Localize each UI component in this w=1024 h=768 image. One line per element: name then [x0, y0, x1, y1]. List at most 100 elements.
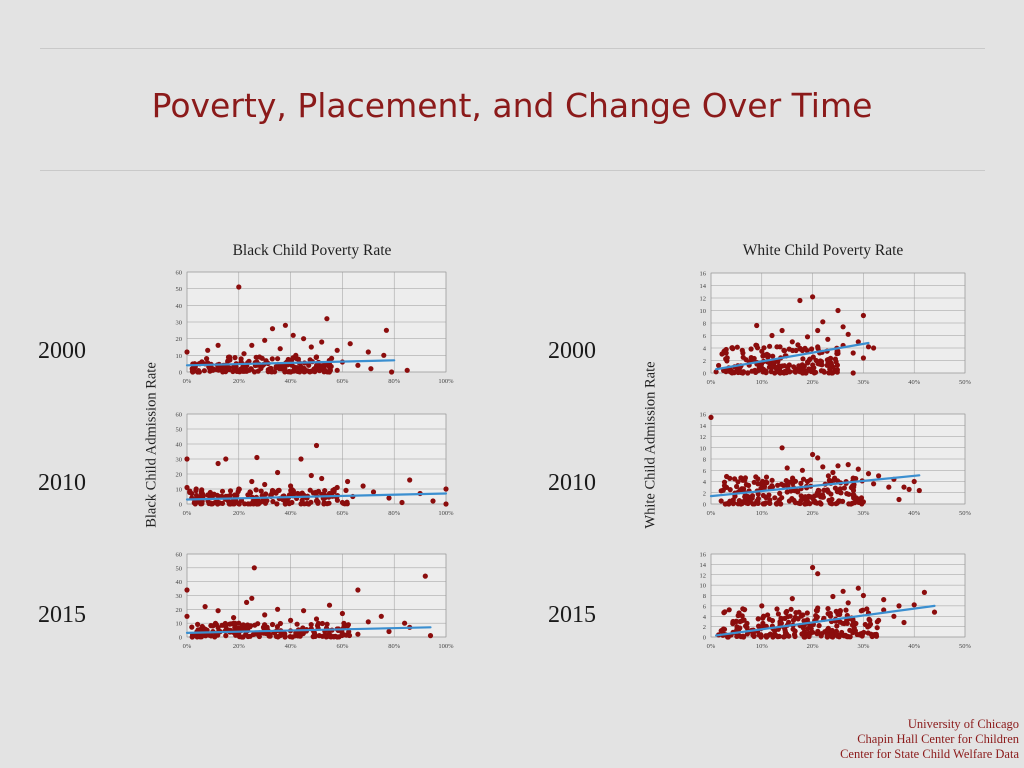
data-point	[247, 489, 253, 495]
x-tick-label: 20%	[233, 378, 246, 385]
data-point	[815, 571, 821, 577]
data-point	[399, 499, 405, 506]
scatter-black-2015: 0 10 20 30 40 50 60 0% 20% 40% 60% 80% 100%	[176, 552, 455, 651]
y-tick-label: 0	[703, 635, 706, 642]
data-point	[443, 501, 449, 507]
data-point	[274, 501, 280, 507]
data-point	[791, 631, 798, 638]
data-point	[767, 500, 773, 506]
data-point	[777, 490, 783, 496]
data-point	[837, 490, 844, 496]
data-point	[845, 331, 851, 337]
data-point	[258, 488, 264, 494]
data-point	[860, 355, 866, 361]
data-point	[835, 307, 841, 314]
scatter-black-2010: 0 10 20 30 40 50 60 0% 20% 40% 60% 80% 100%	[176, 412, 455, 518]
data-point	[804, 610, 810, 616]
data-point	[758, 363, 764, 369]
x-tick-label: 80%	[388, 378, 401, 385]
data-point	[896, 496, 902, 503]
data-point	[288, 483, 294, 489]
x-tick-label: 0%	[707, 643, 716, 650]
data-point	[720, 487, 726, 493]
data-point	[389, 369, 395, 375]
data-point	[840, 498, 846, 504]
data-point	[368, 366, 374, 372]
data-point	[253, 487, 259, 493]
data-point	[365, 619, 371, 625]
data-point	[334, 634, 340, 640]
x-tick-label: 20%	[807, 379, 820, 386]
data-point	[789, 339, 795, 345]
data-point	[798, 493, 804, 499]
data-point	[732, 476, 738, 482]
data-point	[840, 588, 846, 594]
data-point	[236, 620, 242, 626]
data-point	[215, 608, 221, 614]
data-point	[249, 478, 255, 485]
y-tick-label: 20	[176, 336, 183, 343]
credits: University of Chicago Chapin Hall Center…	[840, 717, 1019, 762]
data-point	[288, 369, 294, 375]
x-tick-label: 0%	[707, 379, 716, 386]
data-point	[330, 487, 336, 493]
y-tick-label: 60	[176, 270, 183, 277]
data-point	[761, 613, 767, 619]
data-point	[850, 350, 856, 356]
data-point	[282, 501, 288, 507]
data-point	[846, 491, 852, 497]
data-point	[832, 356, 838, 362]
y-tick-label: 2	[703, 490, 706, 497]
data-point	[443, 486, 449, 492]
data-point	[891, 613, 897, 619]
data-point	[814, 614, 820, 620]
data-point	[886, 484, 892, 490]
data-point	[792, 500, 798, 506]
y-tick-label: 6	[703, 468, 707, 475]
data-point	[721, 610, 727, 616]
data-point	[830, 469, 836, 476]
data-point	[786, 619, 792, 625]
data-point	[787, 613, 793, 619]
data-point	[865, 344, 872, 350]
data-point	[300, 630, 306, 637]
data-point	[774, 501, 780, 507]
data-point	[729, 370, 735, 376]
data-point	[313, 354, 320, 360]
data-point	[184, 456, 190, 462]
data-point	[345, 623, 351, 629]
data-point	[206, 500, 212, 507]
data-point	[312, 365, 318, 371]
data-point	[196, 368, 202, 374]
data-point	[370, 489, 377, 495]
y-tick-label: 30	[176, 593, 183, 600]
y-tick-label: 12	[700, 572, 707, 579]
credit-chapin-hall: Chapin Hall Center for Children	[857, 732, 1019, 746]
data-point	[770, 634, 776, 640]
data-point	[833, 608, 839, 614]
data-point	[744, 624, 750, 630]
data-point	[850, 492, 856, 498]
data-point	[199, 501, 205, 507]
data-point	[792, 488, 798, 494]
data-point	[254, 501, 260, 507]
x-tick-label: 40%	[908, 510, 921, 517]
data-point	[288, 617, 294, 623]
data-point	[754, 322, 760, 329]
y-tick-label: 6	[703, 333, 707, 340]
data-point	[378, 613, 384, 619]
data-point	[355, 631, 361, 637]
data-point	[830, 593, 836, 600]
data-point	[850, 475, 856, 481]
data-point	[319, 620, 325, 627]
data-point	[844, 634, 850, 640]
year-label-black-2000: 2000	[38, 338, 86, 364]
data-point	[184, 587, 190, 593]
data-point	[817, 358, 823, 364]
data-point	[770, 353, 776, 359]
data-point	[834, 362, 840, 368]
data-point	[783, 478, 789, 484]
data-point	[273, 490, 279, 496]
data-point	[818, 501, 824, 507]
data-point	[763, 370, 769, 376]
